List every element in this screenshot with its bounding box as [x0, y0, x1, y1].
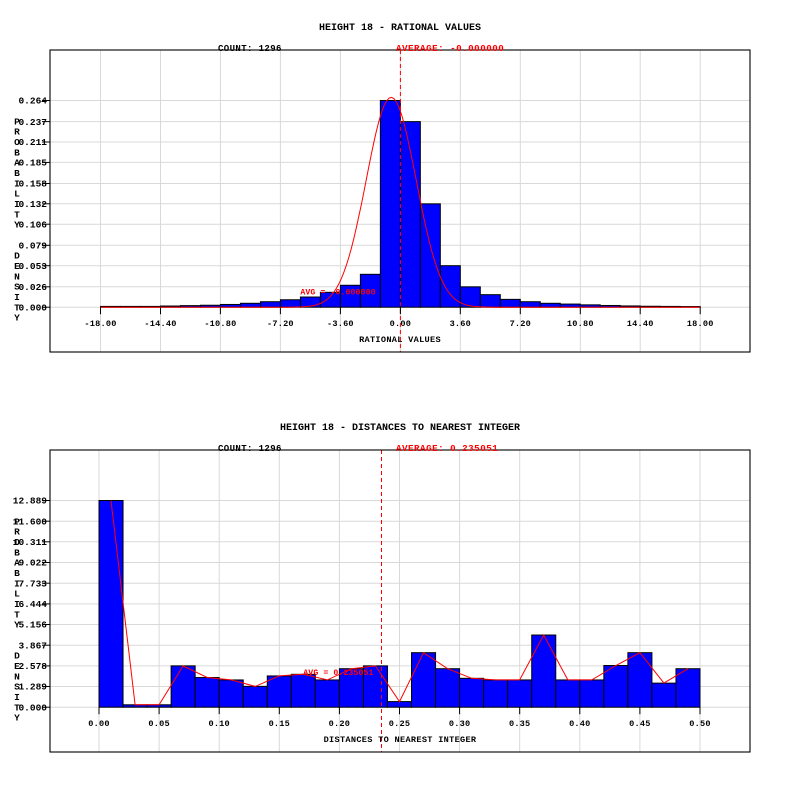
svg-text:-10.80: -10.80	[204, 319, 236, 329]
svg-text:0.00: 0.00	[88, 719, 109, 729]
svg-text:10.80: 10.80	[567, 319, 594, 329]
svg-text:S: S	[14, 282, 20, 293]
svg-text:0.264: 0.264	[18, 96, 47, 107]
svg-text:3.867: 3.867	[18, 640, 47, 651]
svg-text:12.889: 12.889	[13, 496, 48, 507]
svg-text:I: I	[14, 199, 20, 210]
svg-text:0.50: 0.50	[689, 719, 710, 729]
svg-text:0.45: 0.45	[629, 719, 650, 729]
svg-text:0.237: 0.237	[18, 117, 47, 128]
svg-text:-3.60: -3.60	[327, 319, 354, 329]
svg-text:0.10: 0.10	[208, 719, 229, 729]
svg-text:HEIGHT 18 - DISTANCES TO NEARE: HEIGHT 18 - DISTANCES TO NEAREST INTEGER	[280, 423, 520, 434]
svg-text:0.05: 0.05	[148, 719, 169, 729]
svg-text:-18.00: -18.00	[84, 319, 116, 329]
svg-text:0.158: 0.158	[18, 179, 47, 190]
svg-text:0.053: 0.053	[18, 261, 47, 272]
svg-text:0.25: 0.25	[389, 719, 410, 729]
svg-text:B: B	[14, 568, 20, 579]
svg-text:I: I	[14, 599, 20, 610]
svg-text:O: O	[14, 537, 20, 548]
svg-text:0.106: 0.106	[18, 219, 47, 230]
svg-text:Y: Y	[14, 713, 20, 724]
svg-text:9.022: 9.022	[18, 558, 47, 569]
svg-text:6.444: 6.444	[18, 599, 47, 610]
svg-text:3.60: 3.60	[450, 319, 471, 329]
svg-text:0.132: 0.132	[18, 199, 47, 210]
svg-text:S: S	[14, 682, 20, 693]
svg-text:AVERAGE: 0.235051: AVERAGE: 0.235051	[396, 443, 498, 454]
svg-text:2.578: 2.578	[18, 661, 47, 672]
svg-text:7.20: 7.20	[510, 319, 531, 329]
svg-text:0.211: 0.211	[18, 137, 47, 148]
svg-text:Y: Y	[14, 313, 20, 324]
svg-text:D: D	[14, 651, 20, 662]
svg-text:18.00: 18.00	[687, 319, 714, 329]
svg-text:0.35: 0.35	[509, 719, 530, 729]
svg-text:COUNT: 1296: COUNT: 1296	[218, 444, 282, 454]
svg-text:COUNT: 1296: COUNT: 1296	[218, 44, 282, 54]
svg-text:0.20: 0.20	[329, 719, 350, 729]
svg-text:RATIONAL VALUES: RATIONAL VALUES	[359, 335, 441, 345]
svg-text:0.000: 0.000	[18, 302, 47, 313]
svg-text:0.40: 0.40	[569, 719, 590, 729]
svg-text:D: D	[14, 251, 20, 262]
svg-text:AVG = 0.235051: AVG = 0.235051	[303, 669, 373, 678]
svg-text:-7.20: -7.20	[267, 319, 294, 329]
svg-text:AVERAGE: -0.000000: AVERAGE: -0.000000	[396, 43, 504, 54]
svg-text:0.026: 0.026	[18, 282, 47, 293]
svg-text:0.000: 0.000	[18, 702, 47, 713]
svg-text:0.079: 0.079	[18, 241, 47, 252]
svg-text:DISTANCES TO NEAREST INTEGER: DISTANCES TO NEAREST INTEGER	[324, 735, 477, 745]
svg-text:Y: Y	[14, 220, 20, 231]
svg-text:14.40: 14.40	[627, 319, 654, 329]
svg-text:HEIGHT 18 - RATIONAL VALUES: HEIGHT 18 - RATIONAL VALUES	[319, 23, 481, 34]
svg-text:0.30: 0.30	[449, 719, 470, 729]
svg-text:0.15: 0.15	[269, 719, 290, 729]
svg-text:7.733: 7.733	[18, 578, 47, 589]
svg-text:0.185: 0.185	[18, 158, 47, 169]
svg-text:AVG = -0.000000: AVG = -0.000000	[300, 289, 375, 298]
svg-text:O: O	[14, 137, 20, 148]
svg-text:5.156: 5.156	[18, 620, 47, 631]
svg-text:0.00: 0.00	[390, 319, 411, 329]
svg-text:1.289: 1.289	[18, 682, 47, 693]
svg-text:Y: Y	[14, 620, 20, 631]
svg-text:-14.40: -14.40	[144, 319, 176, 329]
svg-text:B: B	[14, 168, 20, 179]
